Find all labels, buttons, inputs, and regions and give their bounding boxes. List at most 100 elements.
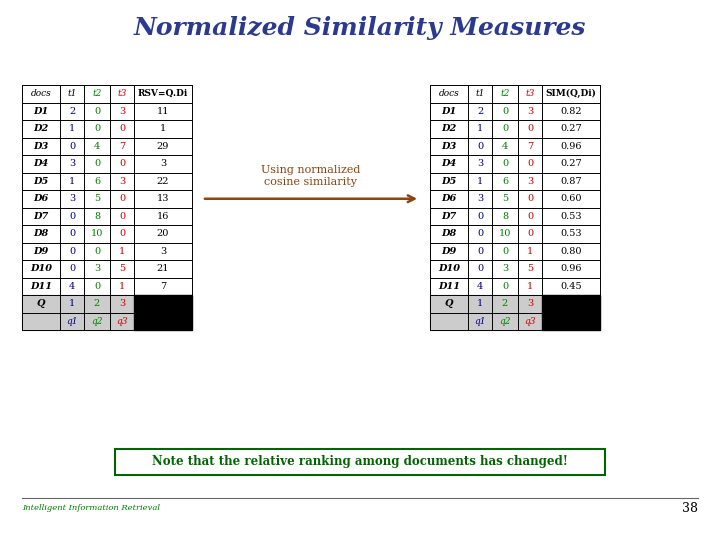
Text: 0.60: 0.60 — [560, 194, 582, 203]
Text: D3: D3 — [33, 141, 49, 151]
Text: D11: D11 — [30, 282, 52, 291]
Text: D2: D2 — [33, 124, 49, 133]
Text: q2: q2 — [91, 317, 103, 326]
Bar — [542, 295, 600, 330]
Bar — [22, 313, 134, 330]
Text: D8: D8 — [441, 230, 456, 238]
Text: Using normalized
cosine similarity: Using normalized cosine similarity — [261, 165, 361, 187]
Text: 5: 5 — [527, 264, 533, 273]
Text: 0: 0 — [119, 124, 125, 133]
Text: 22: 22 — [157, 177, 169, 186]
Text: 0: 0 — [119, 212, 125, 221]
Text: 0: 0 — [527, 230, 533, 238]
Text: 1: 1 — [69, 124, 75, 133]
Text: t1: t1 — [475, 89, 485, 98]
Text: q1: q1 — [66, 317, 78, 326]
Text: 3: 3 — [527, 299, 533, 308]
Text: 0: 0 — [527, 159, 533, 168]
Text: 0: 0 — [119, 230, 125, 238]
Text: 1: 1 — [527, 282, 533, 291]
Text: 4: 4 — [69, 282, 75, 291]
Text: 3: 3 — [502, 264, 508, 273]
Text: Q: Q — [445, 299, 454, 308]
Text: docs: docs — [31, 89, 51, 98]
Text: D6: D6 — [441, 194, 456, 203]
Text: 0.87: 0.87 — [560, 177, 582, 186]
Text: 3: 3 — [119, 177, 125, 186]
Text: 0: 0 — [69, 141, 75, 151]
Text: 3: 3 — [160, 159, 166, 168]
Text: 0: 0 — [119, 194, 125, 203]
Text: 3: 3 — [477, 159, 483, 168]
Text: D2: D2 — [441, 124, 456, 133]
Text: 0: 0 — [502, 247, 508, 256]
Text: 0: 0 — [527, 212, 533, 221]
Text: 0.27: 0.27 — [560, 124, 582, 133]
Text: 0: 0 — [502, 282, 508, 291]
Text: D10: D10 — [438, 264, 460, 273]
Text: 21: 21 — [157, 264, 169, 273]
Text: 3: 3 — [160, 247, 166, 256]
Text: 38: 38 — [682, 502, 698, 515]
Text: 0.53: 0.53 — [560, 230, 582, 238]
Text: 5: 5 — [119, 264, 125, 273]
Bar — [430, 295, 542, 313]
Text: 0: 0 — [477, 212, 483, 221]
Text: 2: 2 — [502, 299, 508, 308]
Text: D9: D9 — [441, 247, 456, 256]
FancyArrowPatch shape — [204, 195, 415, 202]
Text: D5: D5 — [441, 177, 456, 186]
Text: 0: 0 — [94, 282, 100, 291]
Text: D10: D10 — [30, 264, 52, 273]
Text: D7: D7 — [33, 212, 49, 221]
Text: 5: 5 — [94, 194, 100, 203]
Text: D4: D4 — [33, 159, 49, 168]
Text: 4: 4 — [94, 141, 100, 151]
Text: D11: D11 — [438, 282, 460, 291]
Bar — [134, 295, 192, 330]
Text: 7: 7 — [119, 141, 125, 151]
Text: RSV=Q.Di: RSV=Q.Di — [138, 89, 188, 98]
Bar — [115, 449, 605, 475]
Text: 6: 6 — [502, 177, 508, 186]
Text: D7: D7 — [441, 212, 456, 221]
Text: 3: 3 — [527, 177, 533, 186]
Text: 0: 0 — [94, 107, 100, 116]
Text: 0: 0 — [502, 107, 508, 116]
Text: 4: 4 — [502, 141, 508, 151]
Text: 0.45: 0.45 — [560, 282, 582, 291]
Text: 3: 3 — [94, 264, 100, 273]
Text: 7: 7 — [527, 141, 533, 151]
Text: 2: 2 — [477, 107, 483, 116]
Text: D4: D4 — [441, 159, 456, 168]
Text: q1: q1 — [474, 317, 486, 326]
Text: 29: 29 — [157, 141, 169, 151]
Text: D9: D9 — [33, 247, 49, 256]
Text: 1: 1 — [69, 177, 75, 186]
Text: 0: 0 — [119, 159, 125, 168]
Text: q3: q3 — [524, 317, 536, 326]
Text: 0: 0 — [527, 124, 533, 133]
Text: 8: 8 — [94, 212, 100, 221]
Text: 0: 0 — [477, 141, 483, 151]
Text: 0: 0 — [477, 230, 483, 238]
Text: 5: 5 — [502, 194, 508, 203]
Text: D1: D1 — [33, 107, 49, 116]
Text: 10: 10 — [499, 230, 511, 238]
Text: 2: 2 — [69, 107, 75, 116]
Text: 0: 0 — [477, 247, 483, 256]
Text: 0.53: 0.53 — [560, 212, 582, 221]
Text: 3: 3 — [119, 107, 125, 116]
Text: t2: t2 — [500, 89, 510, 98]
Text: 0: 0 — [69, 212, 75, 221]
Text: 20: 20 — [157, 230, 169, 238]
Text: 1: 1 — [160, 124, 166, 133]
Text: 1: 1 — [477, 124, 483, 133]
Text: 1: 1 — [69, 299, 75, 308]
Text: docs: docs — [438, 89, 459, 98]
Text: 0.96: 0.96 — [560, 141, 582, 151]
Text: 4: 4 — [477, 282, 483, 291]
Text: SIM(Q,Di): SIM(Q,Di) — [546, 89, 596, 98]
Text: D6: D6 — [33, 194, 49, 203]
Text: 13: 13 — [157, 194, 169, 203]
